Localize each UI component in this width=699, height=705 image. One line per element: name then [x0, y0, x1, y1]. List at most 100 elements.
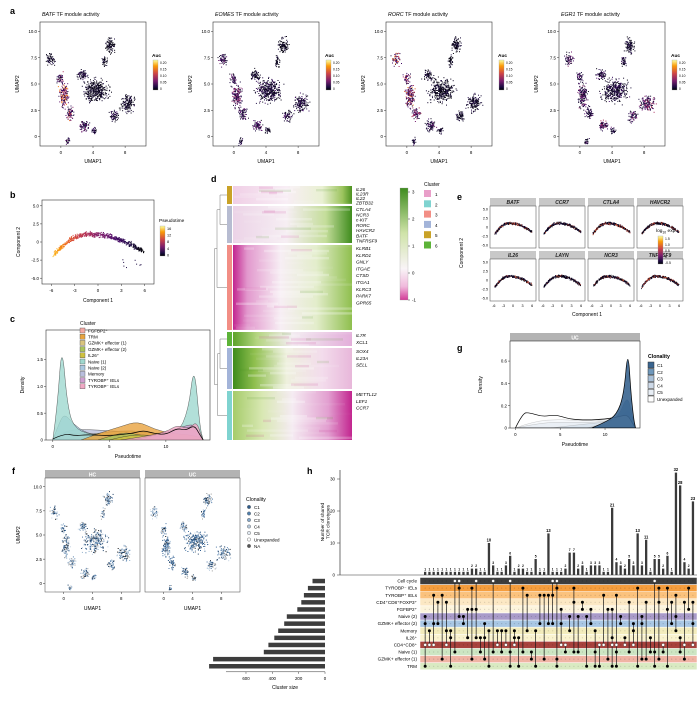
row-label: Naive (1) — [398, 650, 417, 655]
legend-title: Auc — [671, 53, 680, 59]
legend-item: 5 — [435, 233, 438, 238]
bar-count: 1 — [428, 567, 430, 571]
panel-g: UC 0.6 0.4 0.2 0 0 5 10 Density Pseudotime Clonali… — [478, 333, 683, 448]
legend-tick: 0 — [665, 255, 667, 259]
x-axis-label: UMAP1 — [84, 606, 101, 612]
row-label: Memory — [400, 628, 417, 633]
bar-count: 23 — [691, 496, 696, 501]
y-tick: 0 — [37, 240, 40, 245]
upset-matrix: Cell cycle TYROBP⁻ IELs TYROBP⁺ IELs CD4⁺CD… — [376, 577, 698, 671]
legend-item: 6 — [435, 244, 438, 249]
umap-plot-BATF: BATF TF module activity 0 2.5 5.0 7.5 10.0 0 4 8… — [15, 12, 167, 165]
clonality-scatter — [49, 491, 131, 591]
bar-count: 2 — [522, 564, 524, 568]
panel-d: IL26IL23RIL22ZBTB32CTLA4NCR3c-KITRORCHAV… — [214, 182, 440, 440]
legend-item: GZMK+ effector (1) — [88, 341, 127, 346]
row-label: TRM — [407, 664, 417, 669]
x-axis-label: Pseudotime — [115, 454, 142, 460]
gene-label: CCR7 — [356, 406, 369, 411]
bar-count: 3 — [598, 561, 600, 565]
gene-label: IL7R — [356, 333, 367, 338]
dendrogram — [214, 194, 227, 416]
bar-count: 1 — [649, 567, 651, 571]
heatmap-cluster-legend: Cluster 1 2 3 4 5 6 — [424, 182, 440, 249]
legend-tick: 0 — [679, 87, 681, 91]
heatmap-noise — [233, 245, 352, 330]
facet-title: CCR7 — [555, 200, 569, 206]
legend-item: C4 — [657, 383, 663, 388]
panel-e: BATF 5.0 2.5 0 -2.5 -5.0 CCR7 CTLA4 HAVCR2 IL26 5.… — [459, 198, 684, 318]
umap-plot-RORC: RORC TF module activity 0 2.5 5.0 7.5 10.0 0 4 8… — [361, 12, 513, 165]
legend-tick: 0.10 — [506, 74, 513, 78]
bar-count: 1 — [556, 567, 558, 571]
heatmap-noise — [234, 186, 352, 204]
facet-title: IL26 — [508, 253, 518, 259]
y-axis-label: UMAP2 — [15, 75, 21, 92]
bar-count: 3 — [620, 561, 622, 565]
legend-title: Cluster — [424, 182, 440, 188]
legend-tick: 0.15 — [333, 68, 340, 72]
legend-title: Clonality — [648, 354, 670, 360]
x-tick: 3 — [120, 288, 123, 293]
bar-count: 3 — [641, 561, 643, 565]
y-tick: 0 — [333, 573, 336, 578]
panel-label-c: c — [10, 314, 16, 324]
row-label: GZMK+ effector (2) — [378, 621, 418, 626]
gene-label: KLRC3 — [356, 287, 372, 292]
bar-count: 1 — [513, 567, 515, 571]
expr-scatter — [543, 274, 581, 288]
bar-count: 1 — [437, 567, 439, 571]
gene-label: KLRD1 — [356, 253, 372, 258]
x-axis-label: Component 1 — [572, 312, 602, 318]
legend-tick: 0.10 — [333, 74, 340, 78]
bar-count: 5 — [658, 555, 660, 559]
x-tick: 3 — [620, 304, 622, 308]
legend-item: FGFBP2⁺ — [88, 328, 109, 333]
x-tick: 0 — [52, 444, 55, 449]
auc-legend: Auc 0.20 0.15 0.10 0.05 0 — [498, 53, 513, 91]
y-tick: 5.0 — [483, 260, 488, 264]
clonality-umap-HC: HC 10.0 7.5 5.0 2.5 0 0 4 8 UMAP1 — [33, 470, 141, 612]
facet-title: UC — [189, 472, 197, 478]
bar-count: 5 — [654, 555, 656, 559]
y-tick: 2.5 — [31, 108, 38, 113]
plot-title: RORC TF module activity — [388, 12, 448, 18]
x-tick: 8 — [124, 150, 127, 155]
panel-label-e: e — [457, 192, 463, 202]
x-tick: 0 — [62, 596, 65, 601]
umap-scatter — [390, 36, 484, 146]
row-label: CD4⁺CD8⁺ — [394, 643, 418, 648]
bar-count: 1 — [530, 567, 532, 571]
gene-label: CTLA4 — [356, 207, 371, 212]
bar-count: 1 — [552, 567, 554, 571]
y-tick: 0 — [486, 225, 488, 229]
legend-item: C2 — [657, 370, 663, 375]
x-tick: 4 — [438, 150, 441, 155]
bar-count: 1 — [458, 567, 460, 571]
legend-title: Cluster — [80, 321, 96, 327]
umap-scatter — [45, 37, 136, 145]
bar-count: 6 — [666, 551, 668, 555]
x-tick: 0 — [97, 288, 100, 293]
gene-label: HAVCR2 — [356, 228, 375, 233]
x-axis-label: UMAP1 — [430, 159, 447, 165]
gene-label: IL22 — [356, 196, 366, 201]
panel-label-d: d — [211, 174, 217, 184]
x-tick: 6 — [531, 304, 533, 308]
y-tick: 0 — [41, 438, 44, 443]
density-series — [52, 357, 204, 440]
x-tick: 0 — [561, 304, 563, 308]
heatmap-noise — [234, 206, 350, 243]
bar-count: 1 — [671, 567, 673, 571]
density-all-cells-outline — [52, 426, 204, 440]
expr-scatter — [543, 221, 582, 235]
umap-plot-EOMES: EOMES TF module activity 0 2.5 5.0 7.5 10.0 0 4… — [188, 12, 340, 165]
x-tick: 0 — [406, 150, 409, 155]
legend-tick: 0.05 — [506, 81, 513, 85]
legend-tick: 0.20 — [506, 61, 513, 65]
x-tick: 200 — [295, 676, 303, 681]
x-tick: 0 — [659, 304, 661, 308]
y-tick: 5.0 — [550, 82, 557, 87]
